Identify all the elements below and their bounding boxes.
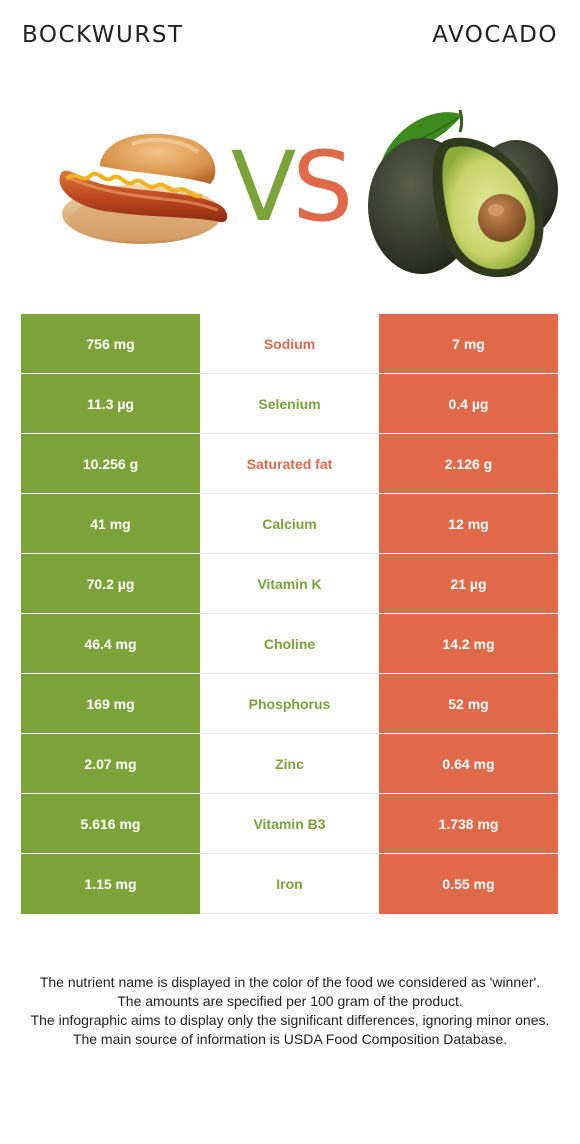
nutrient-name: Phosphorus <box>200 673 379 734</box>
avocado-image <box>368 109 558 278</box>
avocado-value: 7 mg <box>379 314 558 374</box>
nutrient-row: 756 mg Sodium 7 mg <box>21 314 558 374</box>
avocado-value: 21 µg <box>379 553 558 614</box>
nutrient-row: 70.2 µg Vitamin K 21 µg <box>21 553 558 614</box>
avocado-value: 0.4 µg <box>379 373 558 434</box>
avocado-value: 52 mg <box>379 673 558 734</box>
nutrient-name: Choline <box>200 613 379 674</box>
bockwurst-value: 169 mg <box>21 673 200 734</box>
nutrient-row: 2.07 mg Zinc 0.64 mg <box>21 733 558 794</box>
bockwurst-value: 41 mg <box>21 493 200 554</box>
avocado-value: 0.55 mg <box>379 853 558 914</box>
nutrient-name: Saturated fat <box>200 433 379 494</box>
avocado-value: 14.2 mg <box>379 613 558 674</box>
note-per-100g: The amounts are specified per 100 gram o… <box>117 993 463 1009</box>
bockwurst-value: 70.2 µg <box>21 553 200 614</box>
bockwurst-value: 10.256 g <box>21 433 200 494</box>
nutrient-name: Vitamin B3 <box>200 793 379 854</box>
nutrient-row: 1.15 mg Iron 0.55 mg <box>21 853 558 914</box>
avocado-value: 2.126 g <box>379 433 558 494</box>
footnotes: The nutrient name is displayed in the co… <box>18 973 562 1049</box>
nutrient-row: 41 mg Calcium 12 mg <box>21 493 558 554</box>
vs-label: VS <box>230 131 354 243</box>
avocado-value: 0.64 mg <box>379 733 558 794</box>
nutrient-row: 5.616 mg Vitamin B3 1.738 mg <box>21 793 558 854</box>
note-significant-differences: The infographic aims to display only the… <box>30 1012 550 1028</box>
bockwurst-image <box>59 133 228 244</box>
food-title-right: AVOCADO <box>432 22 558 48</box>
nutrient-row: 46.4 mg Choline 14.2 mg <box>21 613 558 674</box>
bockwurst-value: 5.616 mg <box>21 793 200 854</box>
bockwurst-value: 1.15 mg <box>21 853 200 914</box>
bockwurst-value: 2.07 mg <box>21 733 200 794</box>
nutrient-row: 10.256 g Saturated fat 2.126 g <box>21 433 558 494</box>
bockwurst-value: 756 mg <box>21 314 200 374</box>
nutrient-row: 169 mg Phosphorus 52 mg <box>21 673 558 734</box>
nutrient-name: Calcium <box>200 493 379 554</box>
comparison-table: 756 mg Sodium 7 mg 11.3 µg Selenium 0.4 µg 10.… <box>21 314 558 914</box>
bockwurst-value: 46.4 mg <box>21 613 200 674</box>
avocado-value: 1.738 mg <box>379 793 558 854</box>
nutrient-name: Sodium <box>200 314 379 374</box>
nutrient-name: Vitamin K <box>200 553 379 614</box>
food-title-left: BOCKWURST <box>22 22 184 48</box>
bockwurst-value: 11.3 µg <box>21 373 200 434</box>
nutrient-row: 11.3 µg Selenium 0.4 µg <box>21 373 558 434</box>
note-source: The main source of information is USDA F… <box>72 1031 508 1047</box>
note-winner-color: The nutrient name is displayed in the co… <box>39 974 541 990</box>
avocado-value: 12 mg <box>379 493 558 554</box>
nutrient-name: Zinc <box>200 733 379 794</box>
nutrient-name: Iron <box>200 853 379 914</box>
nutrient-name: Selenium <box>200 373 379 434</box>
